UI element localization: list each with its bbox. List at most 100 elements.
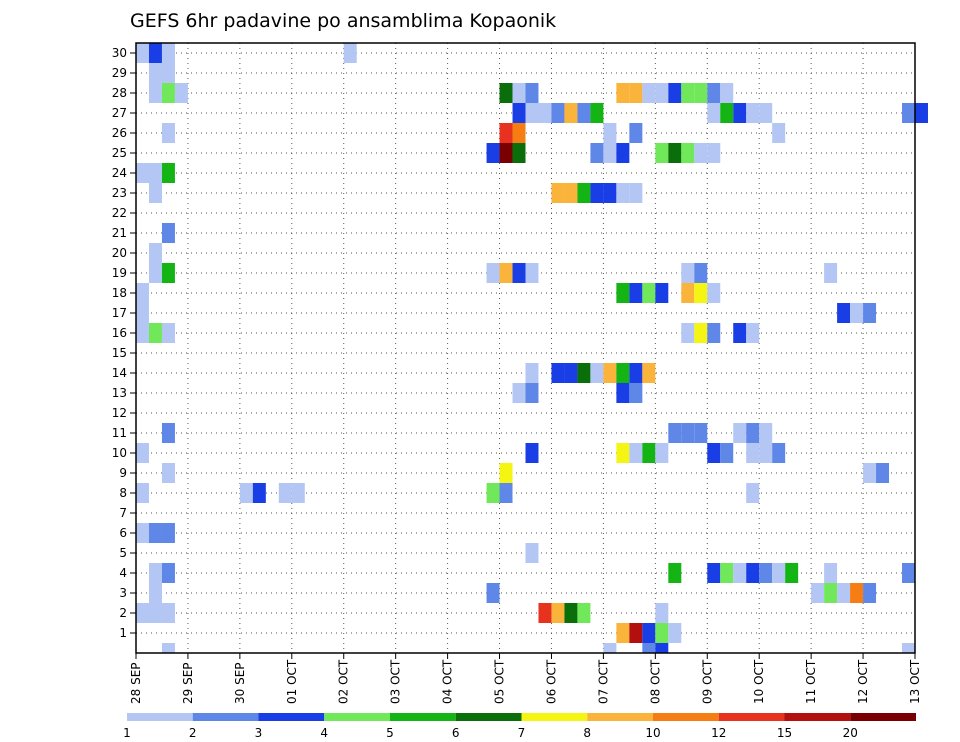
y-tick-label: 18 bbox=[112, 286, 127, 300]
cells-layer bbox=[136, 43, 928, 653]
precip-cell bbox=[629, 623, 643, 643]
precip-cell bbox=[538, 103, 552, 123]
x-tick-label: 30 SEP bbox=[233, 662, 247, 704]
y-tick-label: 6 bbox=[119, 526, 127, 540]
y-tick-label: 22 bbox=[112, 206, 127, 220]
precip-cell bbox=[850, 583, 864, 603]
y-tick-label: 20 bbox=[112, 246, 127, 260]
legend-swatch bbox=[718, 713, 785, 721]
precip-cell bbox=[694, 143, 708, 163]
y-tick-label: 26 bbox=[112, 126, 127, 140]
precip-cell bbox=[655, 83, 669, 103]
precip-cell bbox=[564, 103, 578, 123]
precip-cell bbox=[772, 563, 786, 583]
precip-cell bbox=[694, 83, 708, 103]
precip-cell bbox=[746, 443, 760, 463]
precip-cell bbox=[642, 623, 656, 643]
legend-level-label: 4 bbox=[320, 726, 328, 740]
precip-cell bbox=[876, 463, 890, 483]
precip-cell bbox=[824, 263, 838, 283]
precip-cell bbox=[759, 423, 773, 443]
precip-cell bbox=[616, 283, 630, 303]
precip-cell bbox=[551, 103, 565, 123]
precip-cell bbox=[161, 643, 175, 653]
precip-cell bbox=[863, 583, 877, 603]
precip-cell bbox=[629, 123, 643, 143]
legend-level-label: 7 bbox=[518, 726, 526, 740]
precip-cell bbox=[148, 563, 162, 583]
legend-swatch bbox=[455, 713, 522, 721]
x-tick-label: 10 OCT bbox=[752, 659, 766, 704]
precip-cell bbox=[161, 263, 175, 283]
precip-cell bbox=[655, 443, 669, 463]
legend-level-label: 20 bbox=[843, 726, 858, 740]
precip-cell bbox=[629, 283, 643, 303]
precip-cell bbox=[668, 423, 682, 443]
precip-cell bbox=[252, 483, 266, 503]
precip-cell bbox=[772, 443, 786, 463]
precip-cell bbox=[681, 263, 695, 283]
precip-cell bbox=[161, 43, 175, 63]
precip-cell bbox=[161, 223, 175, 243]
y-axis: 1234567891011121314151617181920212223242… bbox=[112, 46, 136, 640]
precip-cell bbox=[616, 363, 630, 383]
x-tick-label: 08 OCT bbox=[648, 659, 662, 704]
x-tick-label: 13 OCT bbox=[908, 659, 922, 704]
precip-cell bbox=[655, 643, 669, 653]
precip-cell bbox=[343, 43, 357, 63]
precip-cell bbox=[148, 603, 162, 623]
y-tick-label: 24 bbox=[112, 166, 127, 180]
precip-cell bbox=[746, 423, 760, 443]
precip-cell bbox=[136, 43, 149, 63]
precip-cell bbox=[720, 83, 734, 103]
precip-cell bbox=[148, 263, 162, 283]
precip-cell bbox=[694, 283, 708, 303]
legend-swatch bbox=[850, 713, 916, 721]
precip-cell bbox=[499, 263, 513, 283]
precip-cell bbox=[564, 183, 578, 203]
precip-cell bbox=[915, 103, 928, 123]
precip-cell bbox=[707, 563, 721, 583]
precip-cell bbox=[499, 123, 513, 143]
precip-cell bbox=[525, 83, 539, 103]
y-tick-label: 13 bbox=[112, 386, 127, 400]
precip-cell bbox=[161, 603, 175, 623]
precip-cell bbox=[629, 183, 643, 203]
y-tick-label: 16 bbox=[112, 326, 127, 340]
precip-cell bbox=[486, 143, 500, 163]
precip-cell bbox=[629, 363, 643, 383]
precip-cell bbox=[850, 303, 864, 323]
color-legend: 1 2 3 4 5 6 7 8 10 12 15 20 bbox=[123, 713, 916, 740]
precip-cell bbox=[577, 603, 591, 623]
y-tick-label: 2 bbox=[119, 606, 127, 620]
precip-cell bbox=[148, 243, 162, 263]
precip-cell bbox=[603, 643, 617, 653]
y-tick-label: 17 bbox=[112, 306, 127, 320]
legend-level-label: 5 bbox=[386, 726, 394, 740]
precip-cell bbox=[733, 563, 747, 583]
precip-cell bbox=[746, 483, 760, 503]
precip-cell bbox=[161, 323, 175, 343]
precip-cell bbox=[616, 83, 630, 103]
precip-cell bbox=[629, 83, 643, 103]
grid-lines bbox=[136, 43, 915, 653]
precip-cell bbox=[759, 443, 773, 463]
precip-cell bbox=[148, 323, 162, 343]
precip-cell bbox=[551, 603, 565, 623]
y-tick-label: 12 bbox=[112, 406, 127, 420]
precip-cell bbox=[759, 563, 773, 583]
plot-frame bbox=[135, 42, 916, 654]
y-tick-label: 5 bbox=[119, 546, 127, 560]
precip-cell bbox=[551, 363, 565, 383]
precip-cell bbox=[590, 363, 604, 383]
precip-cell bbox=[136, 163, 149, 183]
x-tick-label: 02 OCT bbox=[337, 659, 351, 704]
precip-cell bbox=[512, 83, 526, 103]
precip-cell bbox=[681, 323, 695, 343]
precip-cell bbox=[824, 583, 838, 603]
x-tick-label: 12 OCT bbox=[856, 659, 870, 704]
precip-cell bbox=[720, 443, 734, 463]
precip-cell bbox=[642, 363, 656, 383]
legend-swatch bbox=[127, 713, 193, 721]
legend-level-label: 6 bbox=[452, 726, 460, 740]
